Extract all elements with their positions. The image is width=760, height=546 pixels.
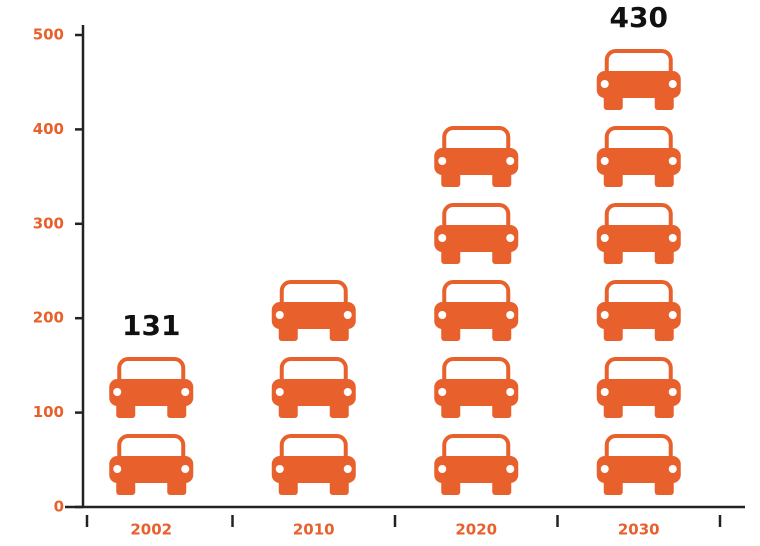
car-wheel — [441, 403, 461, 418]
y-tick-label: 0 — [54, 498, 64, 516]
car-body — [596, 225, 681, 252]
car-light — [600, 465, 609, 473]
car-body — [109, 456, 194, 483]
car-body — [271, 379, 356, 406]
car-light — [506, 157, 515, 165]
car-body — [596, 456, 681, 483]
car-light — [506, 311, 515, 319]
car-body — [596, 379, 681, 406]
car-light — [506, 465, 515, 473]
car-light — [438, 465, 447, 473]
x-tick-label: 2030 — [618, 521, 660, 539]
car-wheel — [441, 172, 461, 187]
car-light — [600, 80, 609, 88]
car-wheel — [654, 249, 674, 264]
car-wheel — [278, 480, 298, 495]
car-light — [600, 311, 609, 319]
car-wheel — [167, 403, 187, 418]
car-light — [113, 388, 122, 396]
car-stack — [434, 126, 519, 495]
car-light — [438, 234, 447, 242]
car-wheel — [603, 326, 623, 341]
car-wheel — [441, 249, 461, 264]
car-light — [668, 465, 677, 473]
car-wheel — [492, 326, 512, 341]
car-wheel — [441, 326, 461, 341]
car-light — [600, 388, 609, 396]
car-wheel — [492, 480, 512, 495]
x-tick-label: 2020 — [455, 521, 497, 539]
car-body — [434, 379, 519, 406]
car-body — [109, 379, 194, 406]
car-light — [506, 234, 515, 242]
y-tick-label: 200 — [33, 309, 64, 327]
car-wheel — [654, 172, 674, 187]
car-light — [343, 465, 352, 473]
car-wheel — [116, 480, 136, 495]
value-label: 430 — [610, 1, 668, 34]
car-wheel — [329, 403, 349, 418]
car-stack — [271, 280, 356, 495]
car-wheel — [603, 95, 623, 110]
car-light — [275, 311, 284, 319]
car-light — [181, 388, 190, 396]
car-light — [438, 157, 447, 165]
car-wheel — [278, 326, 298, 341]
car-light — [668, 80, 677, 88]
car-wheel — [167, 480, 187, 495]
car-wheel — [278, 403, 298, 418]
y-tick-label: 500 — [33, 26, 64, 44]
car-light — [275, 465, 284, 473]
car-light — [668, 388, 677, 396]
car-light — [275, 388, 284, 396]
car-light — [668, 311, 677, 319]
y-tick-label: 300 — [33, 214, 64, 232]
car-body — [271, 456, 356, 483]
car-wheel — [603, 249, 623, 264]
car-light — [343, 388, 352, 396]
y-tick-label: 400 — [33, 120, 64, 138]
car-wheel — [603, 480, 623, 495]
car-body — [271, 302, 356, 329]
y-tick-label: 100 — [33, 403, 64, 421]
car-light — [343, 311, 352, 319]
car-stack — [596, 49, 681, 495]
car-wheel — [603, 172, 623, 187]
car-light — [600, 234, 609, 242]
car-wheel — [329, 326, 349, 341]
car-body — [434, 302, 519, 329]
car-light — [600, 157, 609, 165]
value-label: 131 — [122, 309, 180, 342]
car-wheel — [654, 326, 674, 341]
car-light — [113, 465, 122, 473]
car-body — [596, 302, 681, 329]
car-body — [596, 148, 681, 175]
car-wheel — [654, 95, 674, 110]
car-body — [434, 225, 519, 252]
car-wheel — [654, 403, 674, 418]
car-wheel — [654, 480, 674, 495]
car-light — [438, 388, 447, 396]
car-light — [668, 234, 677, 242]
car-wheel — [492, 172, 512, 187]
car-body — [434, 456, 519, 483]
car-wheel — [603, 403, 623, 418]
car-body — [596, 71, 681, 98]
car-body — [434, 148, 519, 175]
car-wheel — [441, 480, 461, 495]
car-wheel — [492, 403, 512, 418]
car-wheel — [329, 480, 349, 495]
x-tick-label: 2010 — [293, 521, 335, 539]
car-wheel — [492, 249, 512, 264]
x-tick-label: 2002 — [130, 521, 172, 539]
car-stack — [109, 357, 194, 495]
car-light — [506, 388, 515, 396]
car-light — [438, 311, 447, 319]
car-light — [668, 157, 677, 165]
car-wheel — [116, 403, 136, 418]
car-light — [181, 465, 190, 473]
